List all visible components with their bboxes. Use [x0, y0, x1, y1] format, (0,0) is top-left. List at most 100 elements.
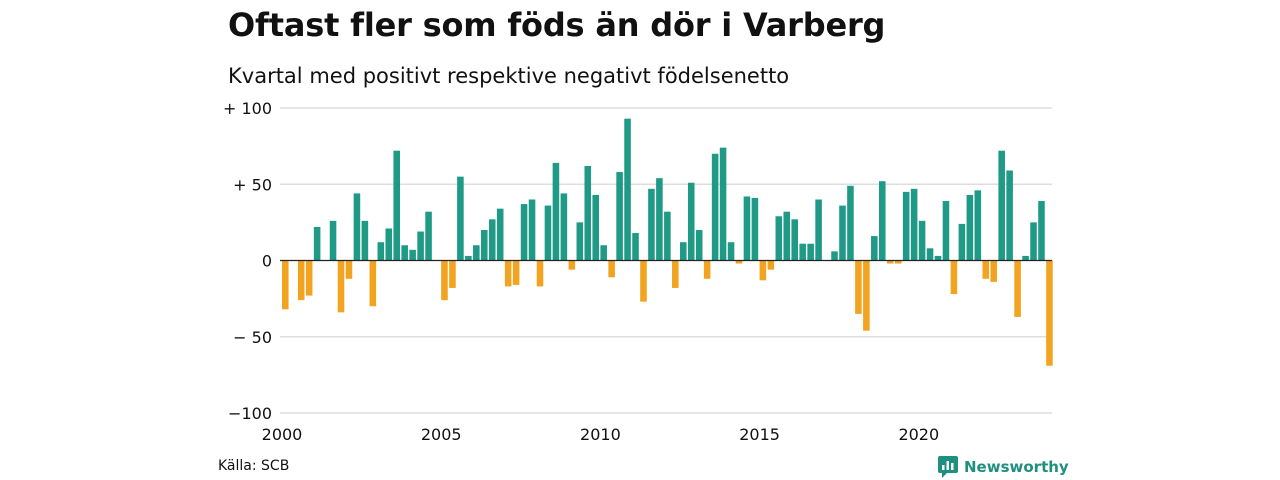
bar — [441, 260, 448, 301]
bar — [353, 193, 361, 261]
bar — [465, 255, 472, 261]
chart-title: Oftast fler som föds än dör i Varberg — [228, 6, 886, 44]
x-tick-label: 2000 — [262, 425, 303, 444]
bar — [910, 188, 918, 261]
newsworthy-logo-icon — [938, 456, 958, 478]
bar — [974, 190, 982, 261]
bar — [958, 223, 966, 261]
bar — [457, 176, 464, 261]
bar — [504, 260, 512, 287]
bar — [998, 150, 1005, 261]
bar — [616, 172, 623, 261]
y-tick-label: 0 — [262, 252, 272, 271]
bar — [886, 260, 894, 264]
bar — [863, 260, 870, 331]
bar — [942, 201, 950, 261]
bar — [473, 245, 480, 261]
bar — [592, 194, 599, 261]
bar — [847, 185, 854, 261]
bar — [664, 211, 671, 261]
bar — [584, 165, 592, 261]
source-note: Källa: SCB — [218, 458, 290, 474]
bar — [982, 260, 990, 279]
bar — [918, 220, 926, 261]
bar — [417, 231, 424, 261]
y-tick-label: + 50 — [233, 175, 272, 194]
brand-logo: Newsworthy — [938, 456, 1069, 478]
bar — [815, 199, 822, 261]
bar — [393, 150, 400, 261]
bar — [1030, 222, 1037, 261]
bar — [449, 260, 456, 288]
bar — [608, 260, 615, 278]
bar — [990, 260, 997, 282]
y-tick-label: + 100 — [223, 99, 272, 118]
bar — [695, 230, 703, 261]
bar — [329, 220, 337, 261]
bar — [855, 260, 862, 314]
x-tick-label: 2010 — [580, 425, 621, 444]
bar — [711, 153, 719, 261]
bar — [656, 178, 663, 261]
bar — [488, 219, 496, 261]
x-tick-label: 2020 — [898, 425, 939, 444]
bar — [560, 193, 568, 261]
x-tick-label: 2015 — [739, 425, 780, 444]
bar — [544, 205, 552, 261]
bar — [783, 211, 791, 261]
bar — [520, 204, 528, 261]
y-tick-label: − 50 — [233, 328, 272, 347]
bar — [1022, 255, 1029, 261]
bar — [775, 216, 783, 261]
bar — [409, 249, 416, 261]
grid-lines — [280, 107, 1052, 414]
bar — [385, 228, 393, 261]
bar — [568, 260, 576, 270]
bar — [552, 162, 560, 261]
bar — [791, 219, 798, 261]
bar — [799, 243, 806, 261]
bar — [297, 260, 305, 301]
bar — [950, 260, 958, 295]
bar — [632, 233, 639, 261]
chart-subtitle: Kvartal med positivt respektive negativt… — [228, 64, 790, 88]
bar — [687, 182, 695, 261]
y-axis-ticks: + 100 + 50 0 − 50 −100 — [223, 99, 272, 423]
bar — [481, 230, 488, 261]
bar — [576, 222, 584, 261]
bar — [751, 197, 759, 261]
bar — [313, 226, 321, 261]
bars — [282, 118, 1053, 366]
bar — [305, 260, 313, 296]
bar — [425, 211, 432, 261]
bar — [902, 191, 910, 261]
bar — [345, 260, 353, 279]
bar — [1014, 260, 1021, 317]
bar — [282, 260, 289, 310]
bar — [831, 251, 838, 261]
bar — [369, 260, 377, 307]
bar — [337, 260, 345, 313]
bar — [727, 242, 735, 261]
bar — [377, 242, 385, 261]
bar — [966, 194, 974, 261]
bar — [640, 260, 647, 302]
bar — [934, 255, 942, 261]
bar — [528, 199, 536, 261]
bar — [735, 260, 743, 264]
bar — [767, 260, 775, 270]
bar — [719, 147, 727, 261]
bar — [672, 260, 679, 288]
bar — [680, 242, 687, 261]
bar — [839, 205, 846, 261]
x-axis-ticks: 2000 2005 2010 2015 2020 — [262, 425, 940, 444]
bar — [624, 118, 631, 261]
x-tick-label: 2005 — [421, 425, 462, 444]
bar — [807, 243, 814, 261]
bar — [401, 245, 408, 261]
bar — [600, 245, 607, 261]
bar — [703, 260, 711, 279]
bar — [648, 188, 655, 261]
bar — [759, 260, 767, 281]
